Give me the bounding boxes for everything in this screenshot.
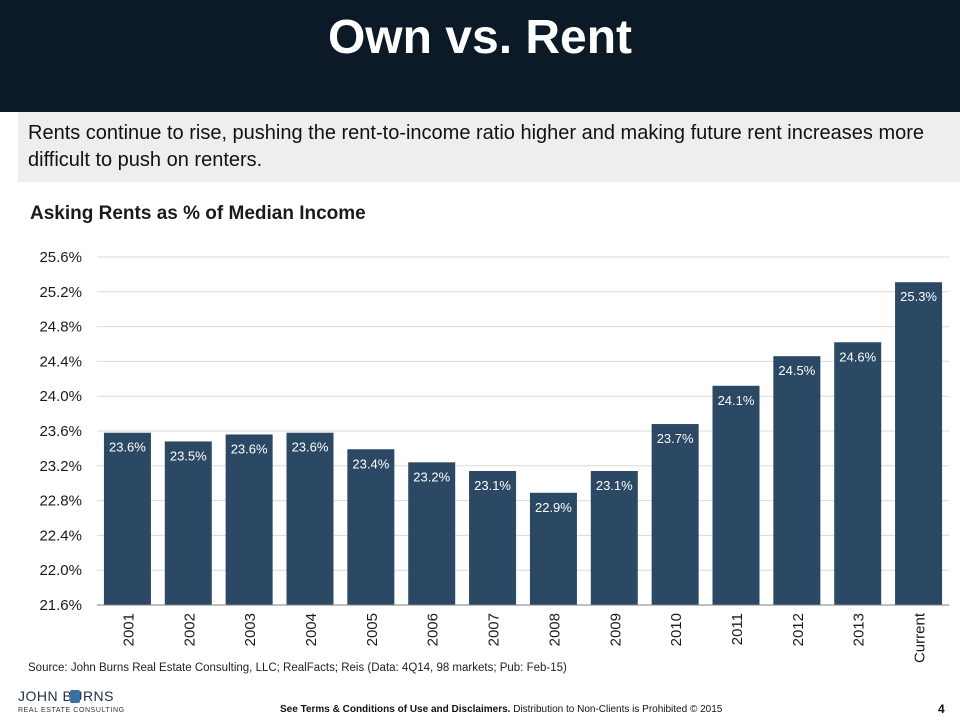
bar-value-label: 23.7% [657, 431, 694, 446]
bar [834, 342, 882, 605]
bar [895, 282, 943, 605]
x-tick-label: 2004 [303, 613, 320, 646]
x-tick-label: 2012 [790, 613, 807, 646]
y-tick-label: 21.6% [39, 597, 82, 614]
y-tick-label: 24.0% [39, 388, 82, 405]
bar-value-label: 22.9% [535, 500, 572, 515]
y-tick-label: 22.8% [39, 493, 82, 510]
y-tick-label: 22.0% [39, 562, 82, 579]
bar [773, 356, 821, 605]
x-tick-label: 2002 [181, 613, 198, 646]
y-tick-label: 24.4% [39, 353, 82, 370]
y-tick-label: 23.2% [39, 458, 82, 475]
bar-value-label: 23.2% [413, 469, 450, 484]
bar-value-label: 24.6% [839, 349, 876, 364]
bar [651, 424, 699, 605]
bar [529, 492, 577, 605]
x-tick-label: 2011 [729, 613, 746, 645]
x-tick-label: 2010 [668, 613, 685, 646]
page-number: 4 [938, 702, 945, 716]
bar-value-label: 23.6% [292, 440, 329, 455]
bar-value-label: 24.1% [718, 393, 755, 408]
slide-header: Own vs. Rent [0, 0, 960, 112]
logo-mark-icon [70, 690, 80, 703]
y-tick-label: 22.4% [39, 527, 82, 544]
bar [225, 434, 273, 605]
x-tick-label: 2007 [486, 613, 503, 646]
bar [347, 449, 395, 605]
x-tick-label: 2006 [425, 613, 442, 646]
bar-value-label: 24.5% [778, 363, 815, 378]
bar-value-label: 23.5% [170, 448, 207, 463]
bar [286, 432, 334, 605]
y-tick-label: 24.8% [39, 319, 82, 336]
x-tick-label: 2005 [364, 613, 381, 646]
y-tick-label: 25.6% [39, 249, 82, 266]
x-tick-label: 2001 [120, 613, 137, 646]
subtitle-box: Rents continue to rise, pushing the rent… [18, 112, 960, 182]
logo-line2: REAL ESTATE CONSULTING [18, 707, 125, 714]
bar-value-label: 23.1% [596, 478, 633, 493]
bar-value-label: 25.3% [900, 289, 937, 304]
x-tick-label: 2003 [242, 613, 259, 646]
footer-disclaimer: See Terms & Conditions of Use and Discla… [280, 704, 722, 715]
bar-value-label: 23.6% [231, 441, 268, 456]
y-tick-label: 23.6% [39, 423, 82, 440]
bar-value-label: 23.6% [109, 440, 146, 455]
bar [408, 462, 456, 605]
footer-terms-link[interactable]: See Terms & Conditions of Use and Discla… [280, 704, 511, 715]
bar-value-label: 23.4% [352, 456, 389, 471]
x-tick-label: Current [912, 612, 929, 663]
x-tick-label: 2008 [546, 613, 563, 646]
chart-title: Asking Rents as % of Median Income [30, 203, 366, 224]
slide-title: Own vs. Rent [327, 11, 633, 64]
logo-line1: JOHN BURNS [18, 688, 115, 704]
x-tick-label: 2013 [851, 613, 868, 646]
company-logo: JOHN BURNS REAL ESTATE CONSULTING [18, 688, 128, 718]
y-tick-label: 25.2% [39, 284, 82, 301]
source-note: Source: John Burns Real Estate Consultin… [28, 662, 567, 674]
bar [164, 441, 212, 605]
bar [103, 432, 151, 605]
bar [712, 385, 760, 605]
x-tick-label: 2009 [607, 613, 624, 646]
slide-subtitle: Rents continue to rise, pushing the rent… [28, 122, 925, 171]
footer-text: Distribution to Non-Clients is Prohibite… [510, 704, 723, 715]
bar [469, 471, 517, 605]
bar [590, 471, 638, 605]
bar-value-label: 23.1% [474, 478, 511, 493]
